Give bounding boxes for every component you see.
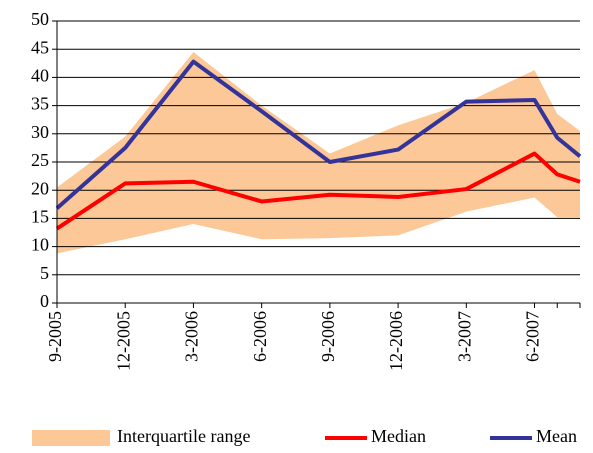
y-tick-label: 40	[31, 66, 49, 86]
x-tick-label: 6-2007	[523, 311, 543, 362]
legend-label: Mean	[536, 426, 577, 446]
legend-label: Median	[371, 426, 426, 446]
x-tick-label: 12-2006	[386, 311, 406, 371]
y-tick-label: 30	[31, 122, 49, 142]
legend-label: Interquartile range	[117, 426, 250, 446]
x-tick-label: 9-2005	[45, 311, 65, 362]
x-tick-label: 12-2005	[113, 311, 133, 371]
y-tick-label: 35	[31, 94, 49, 114]
y-tick-label: 20	[31, 178, 49, 198]
x-tick-label: 3-2006	[182, 311, 202, 362]
y-tick-label: 15	[31, 207, 49, 227]
y-tick-label: 0	[40, 291, 49, 311]
x-tick-label: 6-2006	[250, 311, 270, 362]
series-line	[55, 151, 581, 231]
series-line	[55, 59, 582, 210]
x-tick-label: 9-2006	[318, 311, 338, 362]
legend-swatch	[32, 430, 110, 446]
y-tick-label: 50	[31, 9, 49, 29]
y-tick-label: 45	[31, 37, 49, 57]
y-tick-label: 25	[31, 150, 49, 170]
y-tick-label: 10	[31, 235, 49, 255]
x-tick-label: 3-2007	[454, 311, 474, 362]
y-tick-label: 5	[40, 263, 49, 283]
